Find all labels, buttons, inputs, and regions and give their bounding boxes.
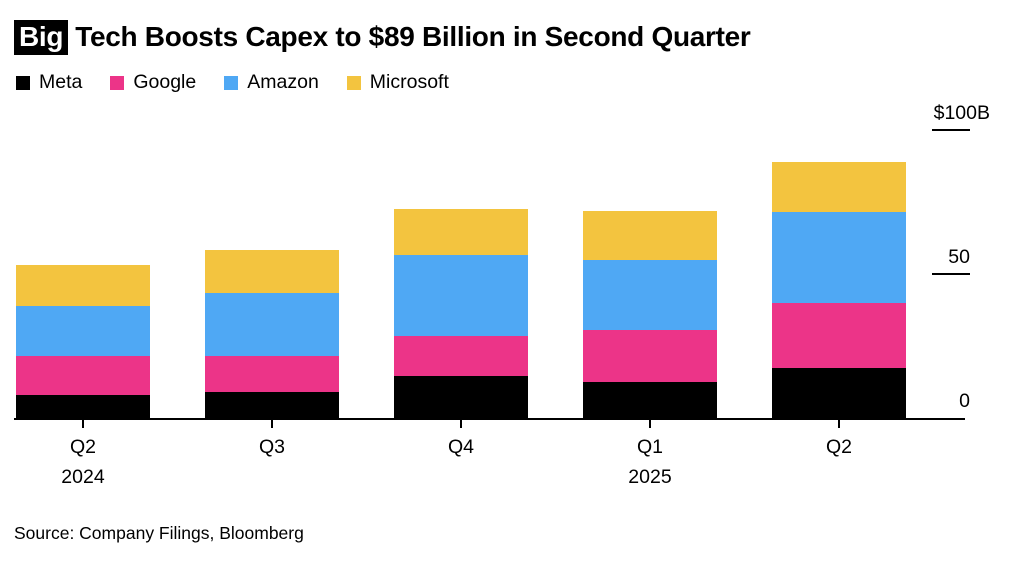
- x-label-q2-4: Q2: [825, 436, 852, 458]
- title-text: Tech Boosts Capex to $89 Billion in Seco…: [75, 21, 751, 52]
- x-label-q1-3: Q1: [636, 436, 663, 458]
- x-axis-line: [14, 418, 965, 420]
- bar-segment-amazon-1: [205, 292, 339, 357]
- bar-segment-google-1: [205, 356, 339, 393]
- legend-label-amazon: Amazon: [247, 71, 319, 93]
- x-tick-0: [82, 420, 84, 428]
- legend-swatch-google: [110, 75, 125, 90]
- legend-swatch-meta: [16, 75, 30, 90]
- legend-item-amazon: Amazon: [224, 71, 319, 94]
- x-tick-1: [271, 420, 273, 428]
- y-label-50: 50: [948, 246, 970, 268]
- bar-segment-amazon-4: [772, 212, 906, 303]
- bar-segment-microsoft-0: [16, 265, 150, 306]
- bar-segment-amazon-3: [583, 259, 717, 331]
- chart-title: Big Tech Boosts Capex to $89 Billion in S…: [14, 20, 751, 55]
- legend-swatch-microsoft: [346, 75, 361, 90]
- x-label-q4-2: Q4: [447, 436, 474, 458]
- title-highlight-word: Big: [14, 20, 69, 55]
- bar-segment-amazon-0: [16, 305, 150, 357]
- bar-segment-meta-2: [394, 376, 528, 418]
- bar-segment-microsoft-4: [772, 161, 906, 213]
- y-label-0: 0: [959, 390, 970, 412]
- legend-label-microsoft: Microsoft: [369, 71, 449, 93]
- bar-segment-amazon-2: [394, 255, 528, 336]
- y-label-100: $100B: [933, 102, 990, 124]
- x-year-label-2024: 2024: [61, 466, 105, 488]
- legend: Meta Google Amazon Microsoft: [16, 71, 449, 94]
- legend-item-google: Google: [110, 71, 196, 94]
- legend-swatch-amazon: [224, 75, 239, 90]
- source-note: Source: Company Filings, Bloomberg: [14, 523, 304, 543]
- x-tick-4: [838, 420, 840, 428]
- bar-segment-google-4: [772, 302, 906, 368]
- x-label-q3-1: Q3: [258, 436, 285, 458]
- legend-label-meta: Meta: [39, 71, 83, 93]
- bar-segment-microsoft-1: [205, 249, 339, 293]
- bar-segment-meta-1: [205, 392, 339, 418]
- bar-segment-microsoft-2: [394, 209, 528, 256]
- bar-segment-meta-0: [16, 395, 150, 418]
- bar-segment-microsoft-3: [583, 210, 717, 260]
- bar-segment-meta-4: [772, 367, 906, 418]
- legend-item-microsoft: Microsoft: [346, 71, 449, 94]
- x-tick-3: [649, 420, 651, 428]
- y-tick-line-100: [932, 129, 970, 131]
- bar-segment-google-2: [394, 335, 528, 377]
- bar-segment-meta-3: [583, 382, 717, 418]
- bar-segment-google-0: [16, 356, 150, 395]
- y-tick-line-50: [932, 273, 970, 275]
- x-tick-2: [460, 420, 462, 428]
- x-year-label-2025: 2025: [628, 466, 672, 488]
- legend-item-meta: Meta: [16, 71, 82, 94]
- x-label-q2-0: Q2: [69, 436, 96, 458]
- bar-segment-google-3: [583, 330, 717, 382]
- legend-label-google: Google: [133, 71, 197, 93]
